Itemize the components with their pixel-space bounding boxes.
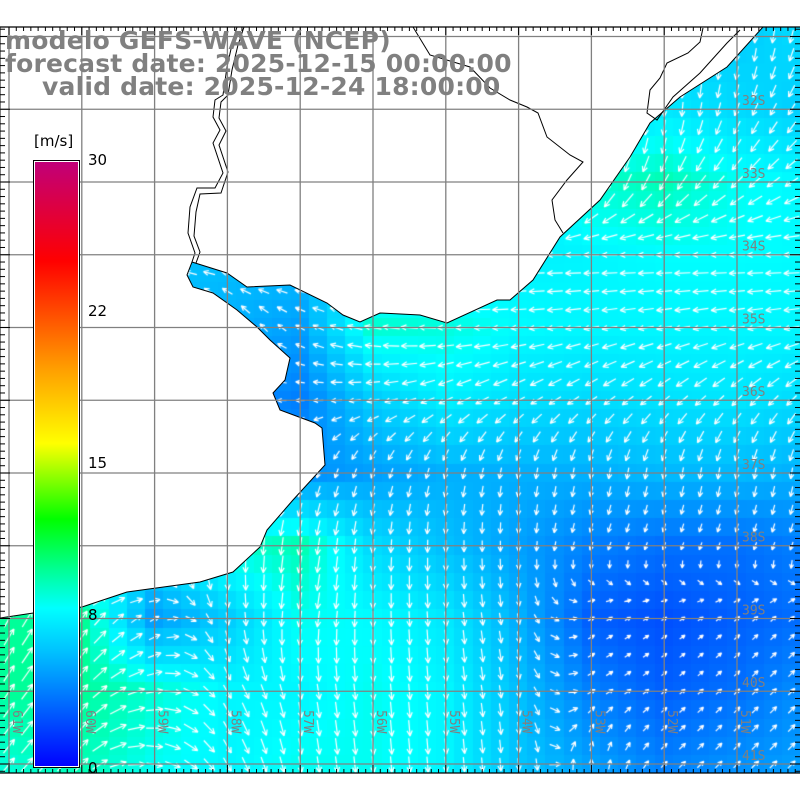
lat-label: 40S <box>742 676 765 691</box>
lon-label: 56W <box>373 710 388 734</box>
uruguay-border-line <box>412 26 584 234</box>
colorbar-label-22: 22 <box>88 302 108 320</box>
title-valid-date: valid date: 2025-12-24 18:00:00 <box>42 72 501 101</box>
lon-label: 54W <box>519 710 534 734</box>
lagoa-dos-patos-line <box>646 27 741 121</box>
colorbar <box>33 160 80 768</box>
lat-label: 41S <box>742 749 765 764</box>
colorbar-label-30: 30 <box>88 151 108 169</box>
lon-label: 52W <box>664 710 679 734</box>
colorbar-label-8: 8 <box>88 606 98 624</box>
lon-label: 58W <box>227 710 242 734</box>
colorbar-label-15: 15 <box>88 454 108 472</box>
lon-label: 59W <box>155 710 170 734</box>
lat-label: 39S <box>742 603 765 618</box>
colorbar-unit: [m/s] <box>34 132 74 150</box>
frame-ticks <box>0 26 800 774</box>
lon-label: 51W <box>737 710 752 734</box>
lon-label: 57W <box>300 710 315 734</box>
land-polygon <box>0 26 765 619</box>
graticule <box>0 27 800 773</box>
lon-label: 60W <box>82 710 97 734</box>
land-mask <box>0 26 765 619</box>
lat-label: 35S <box>742 312 765 327</box>
argentina-inner-line <box>193 26 245 264</box>
lat-label: 37S <box>742 458 765 473</box>
lat-label: 33S <box>742 167 765 182</box>
latitude-labels: 32S 33S 34S 35S 36S 37S 38S 39S 40S 41S <box>742 94 765 764</box>
uruguay-river-line <box>187 26 238 263</box>
lat-label: 34S <box>742 240 765 255</box>
title-forecast-date: forecast date: 2025-12-15 00:00:00 <box>5 49 512 78</box>
lon-label: 53W <box>591 710 606 734</box>
lat-label: 36S <box>742 385 765 400</box>
lon-label: 55W <box>446 710 461 734</box>
lat-label: 32S <box>742 94 765 109</box>
longitude-labels: 61W 60W 59W 58W 57W 56W 55W 54W 53W 52W 51W <box>9 710 752 734</box>
lon-label: 61W <box>9 710 24 734</box>
title-model: modelo GEFS-WAVE (NCEP) <box>5 26 391 55</box>
lat-label: 38S <box>742 531 765 546</box>
colorbar-label-0: 0 <box>88 759 98 777</box>
